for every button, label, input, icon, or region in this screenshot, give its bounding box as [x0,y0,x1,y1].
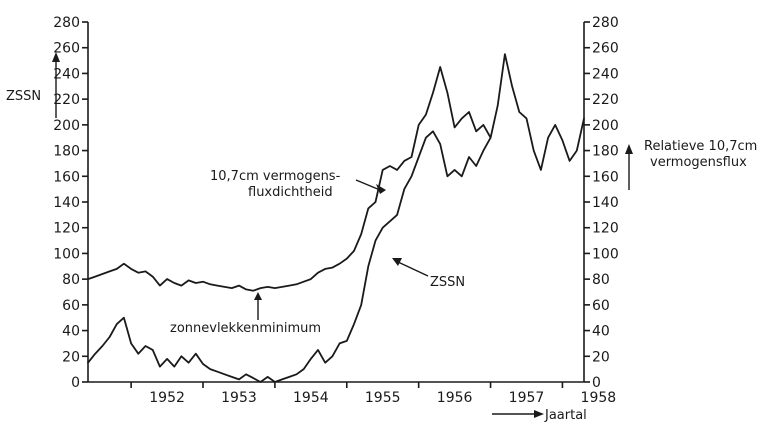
x-tick-label: 1956 [437,390,473,406]
left-y-tick-label: 60 [62,298,80,314]
right-axis-label-line2: vermogensflux [650,155,747,170]
right-y-tick-label: 120 [592,221,619,237]
right-y-tick-label: 140 [592,195,619,211]
flux-pointer-head-icon [376,184,386,194]
zssn-pointer-head-icon [392,258,402,266]
left-y-tick-label: 240 [53,66,80,82]
right-axis-arrowhead-icon [625,144,633,154]
left-axis-arrowhead-icon [52,52,60,62]
x-axis-label: Jaartal [544,408,587,423]
right-y-tick-label: 200 [592,118,619,134]
zssn-pointer-line [397,261,429,277]
left-y-tick-label: 200 [53,118,80,134]
left-y-tick-label: 40 [62,324,80,340]
annotation-zssn: ZSSN [430,275,465,290]
left-y-tick-label: 260 [53,41,80,57]
annotation-flux-line1: 10,7cm vermogens- [210,169,341,184]
right-y-tick-label: 160 [592,169,619,185]
x-axis-arrowhead-icon [534,410,544,418]
right-y-tick-label: 240 [592,66,619,82]
x-tick-label: 1957 [509,390,545,406]
right-y-tick-label: 180 [592,144,619,160]
x-tick-label: 1953 [221,390,257,406]
x-tick-label: 1958 [581,390,617,406]
right-axis-label-line1: Relatieve 10,7cm [644,139,757,154]
axes-layer: 0 0 20 20 40 40 60 60 80 80 100 100 120 120 140 140 160 1… [53,15,618,406]
x-tick-label: 1952 [149,390,185,406]
annotation-minimum: zonnevlekkenminimum [170,321,321,336]
x-tick-label: 1955 [365,390,401,406]
series-layer [87,53,585,383]
left-y-tick-label: 160 [53,169,80,185]
left-y-tick-label: 20 [62,349,80,365]
labels-layer: ZSSN Relatieve 10,7cm vermogensflux Jaar… [6,89,757,423]
left-y-tick-label: 220 [53,92,80,108]
right-y-tick-label: 220 [592,92,619,108]
flux-pointer-line [355,179,381,191]
left-axis-label: ZSSN [6,89,41,104]
left-y-tick-label: 80 [62,272,80,288]
right-y-tick-label: 60 [592,298,610,314]
right-y-tick-label: 80 [592,272,610,288]
x-tick-label: 1954 [293,390,329,406]
series-line-zssn [87,130,492,383]
left-y-tick-label: 120 [53,221,80,237]
left-y-tick-label: 280 [53,15,80,31]
right-y-tick-label: 40 [592,324,610,340]
arrows-layer [52,52,633,418]
right-y-tick-label: 280 [592,15,619,31]
right-y-tick-label: 20 [592,349,610,365]
series-line-flux [87,53,585,292]
annotation-flux-line2: fluxdichtheid [248,185,333,200]
left-y-tick-label: 100 [53,246,80,262]
left-y-tick-label: 0 [71,375,80,391]
left-y-tick-label: 140 [53,195,80,211]
left-y-tick-label: 180 [53,144,80,160]
minimum-pointer-head-icon [254,292,262,300]
right-y-tick-label: 260 [592,41,619,57]
right-y-tick-label: 0 [592,375,601,391]
right-y-tick-label: 100 [592,246,619,262]
